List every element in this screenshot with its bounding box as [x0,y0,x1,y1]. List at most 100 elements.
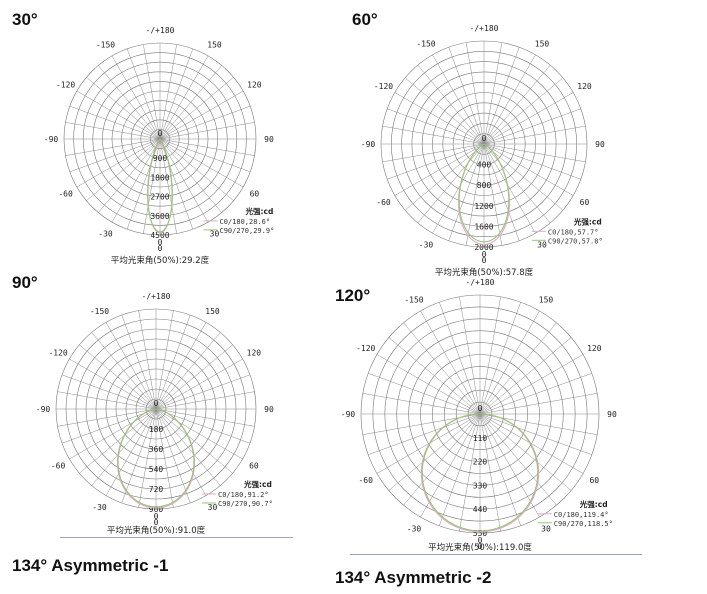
grid-spoke [98,138,161,213]
grid-spoke [479,337,572,415]
radial-tick-label: 1200 [474,202,493,211]
grid-spoke [159,90,244,140]
radial-tick-label: 180 [149,425,164,434]
grid-spoke [479,413,584,474]
angle-label: 120 [247,349,262,358]
angle-label: 90 [607,410,617,419]
radial-tick-label: 3600 [150,212,169,221]
grid-spoke [61,408,157,444]
angle-label: -150 [416,40,435,49]
grid-spoke [76,138,161,188]
grid-spoke [126,138,161,230]
series-curve-c90 [421,413,539,532]
grid-spoke [420,310,481,415]
legend-entry: C90/270,118.5° [554,520,613,528]
beam-angle-caption: 平均光束角(50%):57.8度 [435,267,534,278]
grid-spoke [159,55,209,140]
beam-angle-caption: 平均光束角(50%):29.2度 [111,255,210,266]
grid-spoke [448,143,485,241]
grid-spoke [155,408,174,508]
legend-entry: C0/180,28.6° [220,218,271,226]
grid-spoke [387,108,485,145]
grid-spoke [483,143,551,224]
grid-spoke [121,314,157,410]
grid-spoke [69,358,157,410]
grid-spoke [155,391,255,410]
angle-label: -60 [58,190,73,199]
grid-spoke [121,408,157,504]
grid-spoke [459,413,481,532]
grid-spoke [86,77,161,140]
grid-spoke [388,337,481,415]
grid-spoke [159,44,177,140]
angle-label: 30 [537,241,547,250]
grid-spoke [382,143,485,163]
grid-spoke [91,408,157,486]
angle-label: -/+180 [142,292,171,301]
angle-label: -120 [356,344,375,353]
asymmetric-1-header: 134° Asymmetric -1 [12,556,169,575]
grid-spoke [483,108,581,145]
grid-spoke [376,354,481,415]
radial-tick-label: 0 [154,399,159,408]
asymmetric-2-header: 134° Asymmetric -2 [335,568,492,587]
angle-label: -120 [56,81,75,90]
grid-spoke [368,373,481,415]
grid-spoke [155,408,191,504]
grid-spoke [479,310,540,415]
grid-spoke [459,296,481,415]
grid-spoke [159,138,244,188]
grid-spoke [404,77,485,145]
legend-entry: C90/270,57.8° [548,237,603,245]
grid-spoke [159,48,194,140]
angle-label: -90 [44,135,59,144]
angle-label: 0 [154,518,159,527]
radial-tick-label: 800 [477,181,492,190]
grid-spoke [483,54,536,145]
series-curve-c0 [420,413,540,533]
angle-label: 60 [589,476,599,485]
grid-spoke [159,138,177,234]
angle-label: 150 [207,41,222,50]
angle-label: -60 [51,462,66,471]
separator-line-left [60,537,293,538]
grid-spoke [57,391,157,410]
angle-label: 120 [587,344,602,353]
grid-spoke [479,413,557,506]
grid-spoke [388,413,481,491]
grid-spoke [483,143,586,163]
grid-spoke [387,143,485,180]
grid-spoke [483,64,551,145]
grid-spoke [465,143,485,246]
grid-spoke [483,77,564,145]
radial-tick-label: 440 [473,505,488,514]
grid-spoke [479,413,501,532]
grid-spoke [417,64,485,145]
grid-spoke [138,408,157,508]
grid-spoke [483,143,536,234]
legend-entry: C0/180,91.2° [218,491,269,499]
grid-spoke [483,143,520,241]
radial-tick-label: 0 [158,129,163,138]
angle-label: -60 [358,476,373,485]
grid-spoke [483,92,574,145]
polar-chart-1: -/+180-150 150-120 120-90 90-60 60-30 3000900… [44,26,275,266]
grid-spoke [155,408,251,444]
grid-spoke [432,54,485,145]
grid-spoke [79,344,157,410]
grid-spoke [432,143,485,234]
angle-label: -/+180 [470,24,499,33]
radial-tick-label: 1600 [474,222,493,231]
grid-spoke [404,143,485,211]
grid-spoke [65,138,161,156]
angle-label: -120 [48,349,67,358]
grid-spoke [479,413,521,526]
grid-spoke [155,408,233,474]
chart-3-header: 90° [12,273,38,292]
angle-label: -30 [407,524,422,533]
grid-spoke [483,125,586,145]
grid-spoke [448,47,485,145]
grid-spoke [98,65,161,140]
grid-spoke [111,55,161,140]
